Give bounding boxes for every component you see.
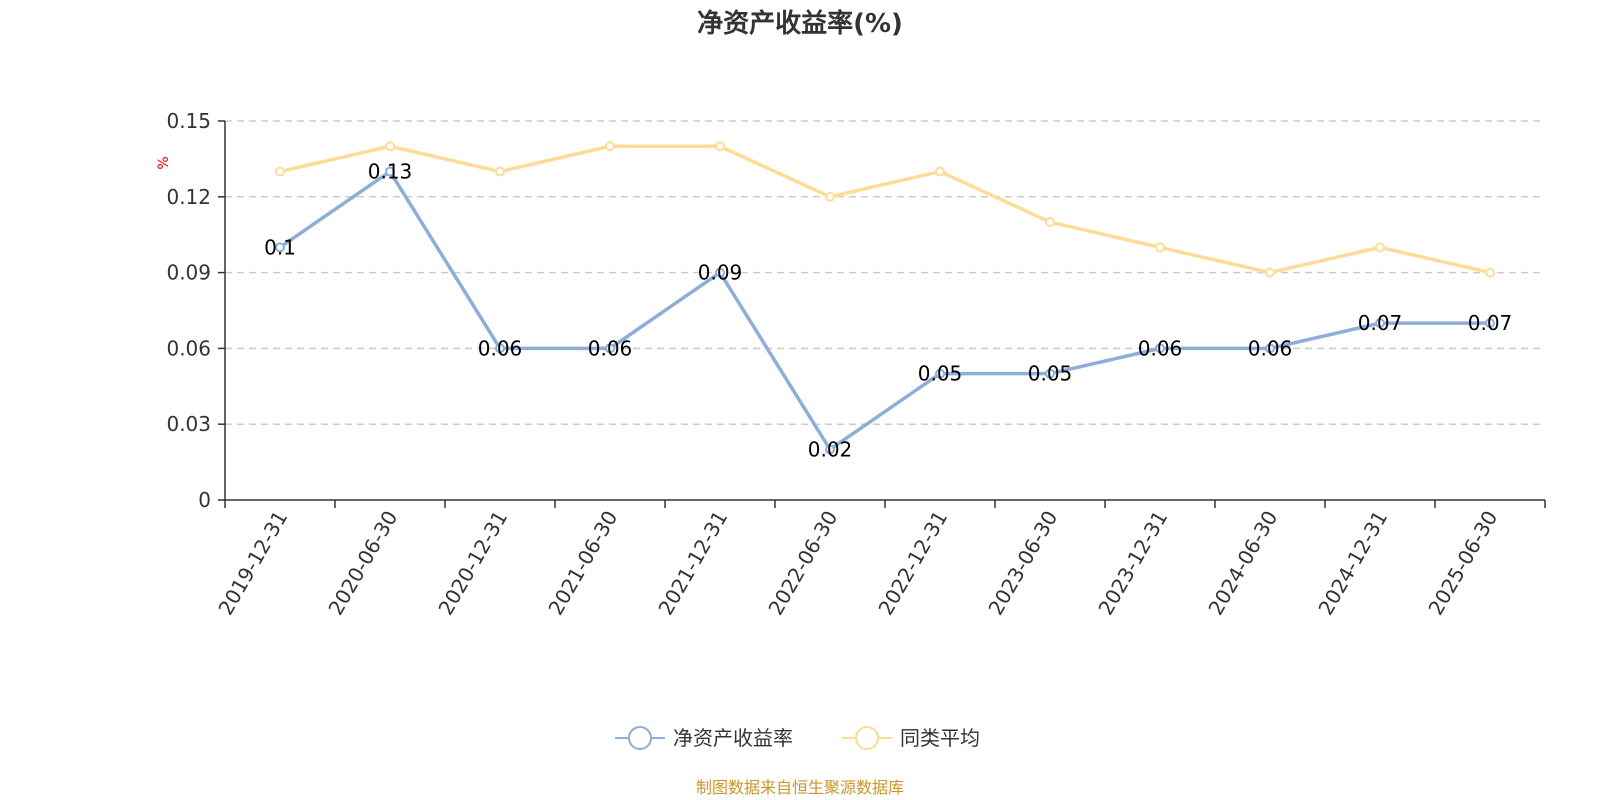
- series-1-point: [1265, 267, 1275, 278]
- data-label: 0.06: [1138, 336, 1183, 360]
- data-label: 0.06: [1248, 336, 1293, 360]
- x-axis-ticks: 2019-12-31 2020-06-30 2020-12-31 2021-06-30…: [213, 500, 1546, 620]
- chart-title: 净资产收益率(%): [697, 8, 903, 39]
- series-1-point: [1485, 267, 1495, 278]
- x-tick-label: 2024-12-31: [1313, 507, 1392, 620]
- y-tick-label: 0.15: [166, 109, 211, 133]
- legend-label: 净资产收益率: [673, 726, 793, 750]
- source-note: 制图数据来自恒生聚源数据库: [696, 778, 904, 797]
- series-0-point: [1375, 318, 1385, 329]
- x-tick-label: 2020-12-31: [433, 507, 512, 620]
- grid-lines: [225, 120, 1545, 425]
- series-0-point: [385, 166, 395, 177]
- series-1-point: [715, 141, 725, 152]
- legend-swatch-marker: [855, 726, 879, 750]
- y-axis-unit: %: [156, 156, 172, 169]
- x-tick-label: 2019-12-31: [213, 507, 292, 620]
- series-0-point: [715, 267, 725, 278]
- x-tick-label: 2021-06-30: [543, 507, 622, 620]
- series-0-point: [935, 368, 945, 379]
- series-1-point: [825, 191, 835, 202]
- y-tick-label: 0.09: [166, 261, 211, 285]
- x-tick-label: 2024-06-30: [1203, 507, 1282, 620]
- x-tick-label: 2020-06-30: [323, 507, 402, 620]
- data-label: 0.07: [1358, 311, 1403, 335]
- legend: 净资产收益率 同类平均: [615, 726, 980, 750]
- series-line-0: [279, 169, 1490, 452]
- y-tick-label: 0.06: [166, 336, 211, 360]
- series-1-point: [385, 141, 395, 152]
- series-1-point: [275, 166, 285, 177]
- data-label: 0.06: [478, 336, 523, 360]
- axes: [224, 121, 1545, 501]
- series-1-point: [1155, 242, 1165, 253]
- data-label: 0.13: [368, 160, 413, 184]
- data-label: 0.02: [808, 437, 853, 461]
- series-1-point: [1045, 217, 1055, 228]
- series-0-point: [605, 343, 615, 354]
- data-label: 0.1: [264, 235, 296, 259]
- x-tick-label: 2022-12-31: [873, 507, 952, 620]
- data-labels: 0.1 0.13 0.06 0.06 0.09 0.02 0.05 0.05 0.06 0.06 0…: [264, 160, 1512, 462]
- legend-swatch-marker: [628, 726, 652, 750]
- data-label: 0.06: [588, 336, 633, 360]
- series-0-point: [825, 444, 835, 455]
- series-1-point: [935, 166, 945, 177]
- series-0-point: [1155, 343, 1165, 354]
- series-0-point: [1265, 343, 1275, 354]
- series-0-point: [1045, 368, 1055, 379]
- legend-label: 同类平均: [900, 726, 980, 750]
- series-1-point: [605, 141, 615, 152]
- y-tick-label: 0: [198, 488, 211, 512]
- x-tick-label: 2025-06-30: [1423, 507, 1502, 620]
- y-tick-label: 0.03: [166, 412, 211, 436]
- series-1-point: [1375, 242, 1385, 253]
- data-label: 0.09: [698, 261, 743, 285]
- series-0-point: [1485, 318, 1495, 329]
- data-label: 0.05: [1028, 362, 1073, 386]
- x-tick-label: 2023-06-30: [983, 507, 1062, 620]
- y-tick-label: 0.12: [166, 185, 211, 209]
- x-tick-label: 2023-12-31: [1093, 507, 1172, 620]
- data-label: 0.07: [1468, 311, 1513, 335]
- series-layer: [275, 141, 1495, 455]
- x-tick-label: 2022-06-30: [763, 507, 842, 620]
- x-tick-label: 2021-12-31: [653, 507, 732, 620]
- data-label: 0.05: [918, 362, 963, 386]
- y-axis-ticks: 0 0.03 0.06 0.09 0.12 0.15: [166, 109, 225, 512]
- series-0-point: [275, 242, 285, 253]
- series-line-1: [279, 144, 1491, 275]
- series-1-point: [495, 166, 505, 177]
- series-0-point: [495, 343, 505, 354]
